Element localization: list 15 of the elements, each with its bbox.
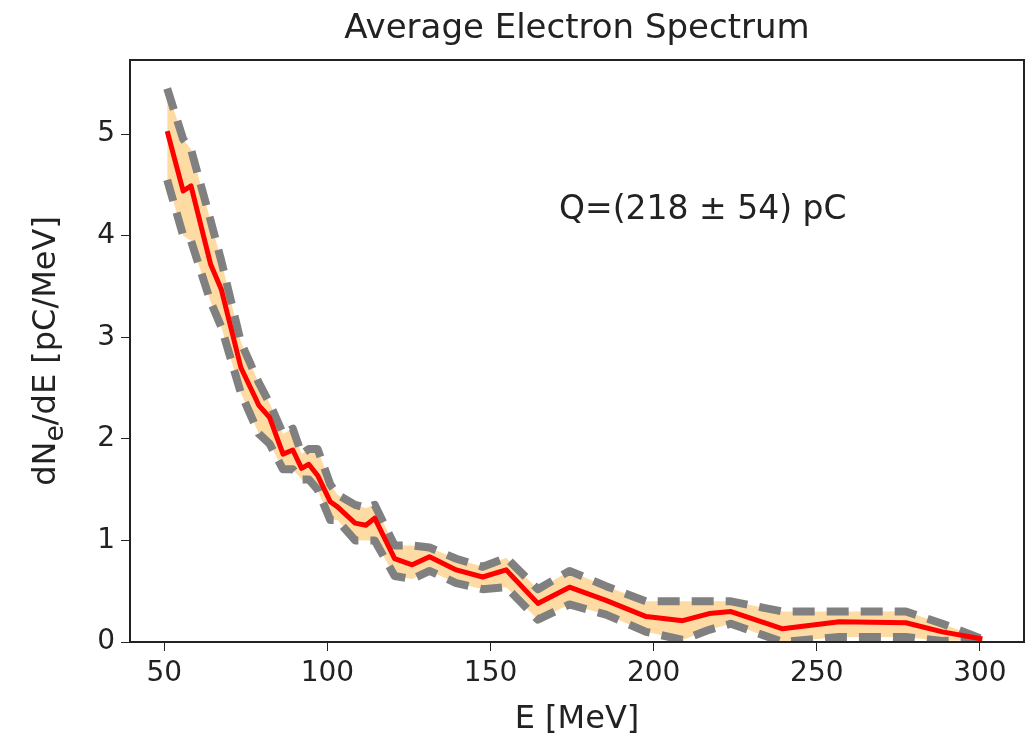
x-axis-title: E [MeV] — [513, 698, 641, 736]
x-tick-label: 200 — [626, 655, 681, 689]
chart-title: Average Electron Spectrum — [343, 6, 811, 46]
x-tick-label: 250 — [790, 655, 844, 689]
y-tick-label: 5 — [97, 115, 115, 149]
y-tick-label: 3 — [97, 318, 115, 352]
y-tick-label: 1 — [97, 521, 115, 555]
y-tick-label: 2 — [97, 420, 115, 454]
y-tick-label: 0 — [97, 623, 115, 657]
x-tick-label: 100 — [300, 655, 355, 689]
x-tick-label: 300 — [953, 655, 1007, 689]
x-tick-label: 50 — [146, 655, 183, 689]
annotation: Q=(218 ± 54) pC — [559, 188, 847, 228]
y-tick-label: 4 — [97, 217, 115, 250]
x-tick-label: 150 — [463, 655, 518, 689]
